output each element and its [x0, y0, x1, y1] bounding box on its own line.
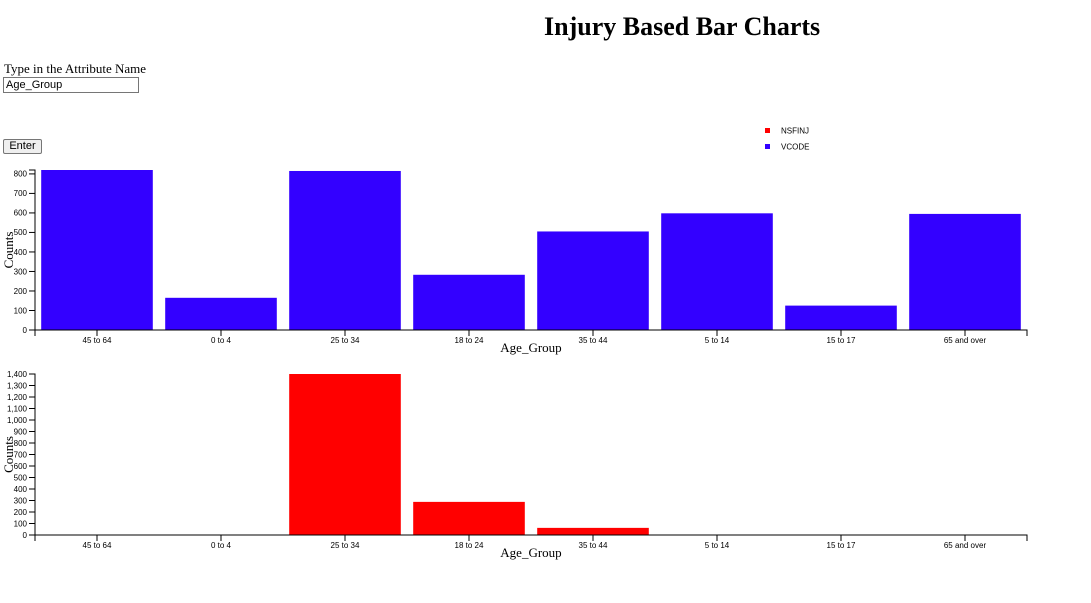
- y-tick-label: 600: [14, 209, 28, 218]
- bar-35-to-44: [537, 231, 649, 330]
- x-tick-label: 5 to 14: [705, 336, 730, 345]
- bar-0-to-4: [165, 297, 277, 330]
- x-tick-label: 35 to 44: [579, 541, 608, 550]
- vcode-bar-chart: 0 100 200 300 400 500 600 700 800 45 to 64 0 to 4 2…: [1, 169, 1028, 355]
- nsfinj-bar-chart: 0 100 200 300 400 500 600 700 800 900 1,000 1,100 1,…: [1, 370, 1028, 560]
- bar-5-to-14: [661, 213, 773, 330]
- y-tick-label: 1,000: [7, 416, 28, 425]
- x-tick-label: 18 to 24: [455, 336, 484, 345]
- attribute-name-label: Type in the Attribute Name: [4, 61, 147, 76]
- legend-label: NSFINJ: [781, 127, 809, 136]
- x-axis-title: Age_Group: [500, 545, 561, 560]
- y-tick-label: 300: [14, 267, 28, 276]
- x-tick-label: 5 to 14: [705, 541, 730, 550]
- y-tick-label: 300: [14, 496, 28, 505]
- legend-item-nsfinj: NSFINJ: [765, 127, 809, 136]
- x-tick-label: 45 to 64: [83, 541, 112, 550]
- y-tick-label: 1,400: [7, 370, 28, 379]
- x-tick-label: 45 to 64: [83, 336, 112, 345]
- legend-swatch: [765, 144, 770, 149]
- bar-25-to-34: [289, 170, 401, 330]
- y-tick-label: 500: [14, 228, 28, 237]
- bar-45-to-64: [41, 170, 153, 330]
- y-tick-label: 100: [14, 306, 28, 315]
- x-axis-line: [34, 329, 1028, 336]
- bar-65-and-over: [909, 213, 1021, 330]
- x-tick-label: 18 to 24: [455, 541, 484, 550]
- y-tick-label: 900: [14, 427, 28, 436]
- x-axis-title: Age_Group: [500, 340, 561, 355]
- x-tick-label: 15 to 17: [827, 541, 856, 550]
- y-axis-title: Counts: [1, 436, 16, 473]
- y-axis-line: [29, 169, 36, 331]
- y-tick-label: 200: [14, 508, 28, 517]
- y-tick-label: 700: [14, 189, 28, 198]
- y-tick-label: 0: [23, 531, 28, 540]
- bar-35-to-44: [537, 527, 649, 535]
- y-tick-label: 0: [23, 326, 28, 335]
- y-tick-label: 400: [14, 248, 28, 257]
- x-tick-label: 0 to 4: [211, 541, 232, 550]
- y-tick-label: 600: [14, 462, 28, 471]
- y-tick-label: 800: [14, 170, 28, 179]
- x-axis-line: [34, 534, 1028, 541]
- y-tick-label: 1,200: [7, 393, 28, 402]
- bar-18-to-24: [413, 501, 525, 535]
- y-tick-label: 1,100: [7, 404, 28, 413]
- y-tick-label: 500: [14, 473, 28, 482]
- page-title: Injury Based Bar Charts: [544, 12, 821, 41]
- y-tick-label: 100: [14, 519, 28, 528]
- legend-label: VCODE: [781, 143, 809, 152]
- x-tick-label: 65 and over: [944, 541, 987, 550]
- x-tick-label: 0 to 4: [211, 336, 232, 345]
- y-tick-label: 800: [14, 439, 28, 448]
- x-tick-label: 25 to 34: [331, 336, 360, 345]
- legend: NSFINJ VCODE: [765, 127, 809, 152]
- y-tick-label: 400: [14, 485, 28, 494]
- legend-item-vcode: VCODE: [765, 143, 809, 152]
- y-tick-label: 700: [14, 450, 28, 459]
- enter-button[interactable]: Enter: [3, 139, 42, 154]
- x-tick-label: 65 and over: [944, 336, 987, 345]
- x-tick-label: 35 to 44: [579, 336, 608, 345]
- attribute-name-input[interactable]: [3, 77, 139, 93]
- x-tick-label: 25 to 34: [331, 541, 360, 550]
- y-tick-label: 200: [14, 287, 28, 296]
- bar-25-to-34: [289, 374, 401, 535]
- bar-18-to-24: [413, 274, 525, 330]
- y-axis-title: Counts: [1, 232, 16, 269]
- bar-15-to-17: [785, 305, 897, 330]
- y-tick-label: 1,300: [7, 381, 28, 390]
- legend-swatch: [765, 128, 770, 133]
- x-tick-label: 15 to 17: [827, 336, 856, 345]
